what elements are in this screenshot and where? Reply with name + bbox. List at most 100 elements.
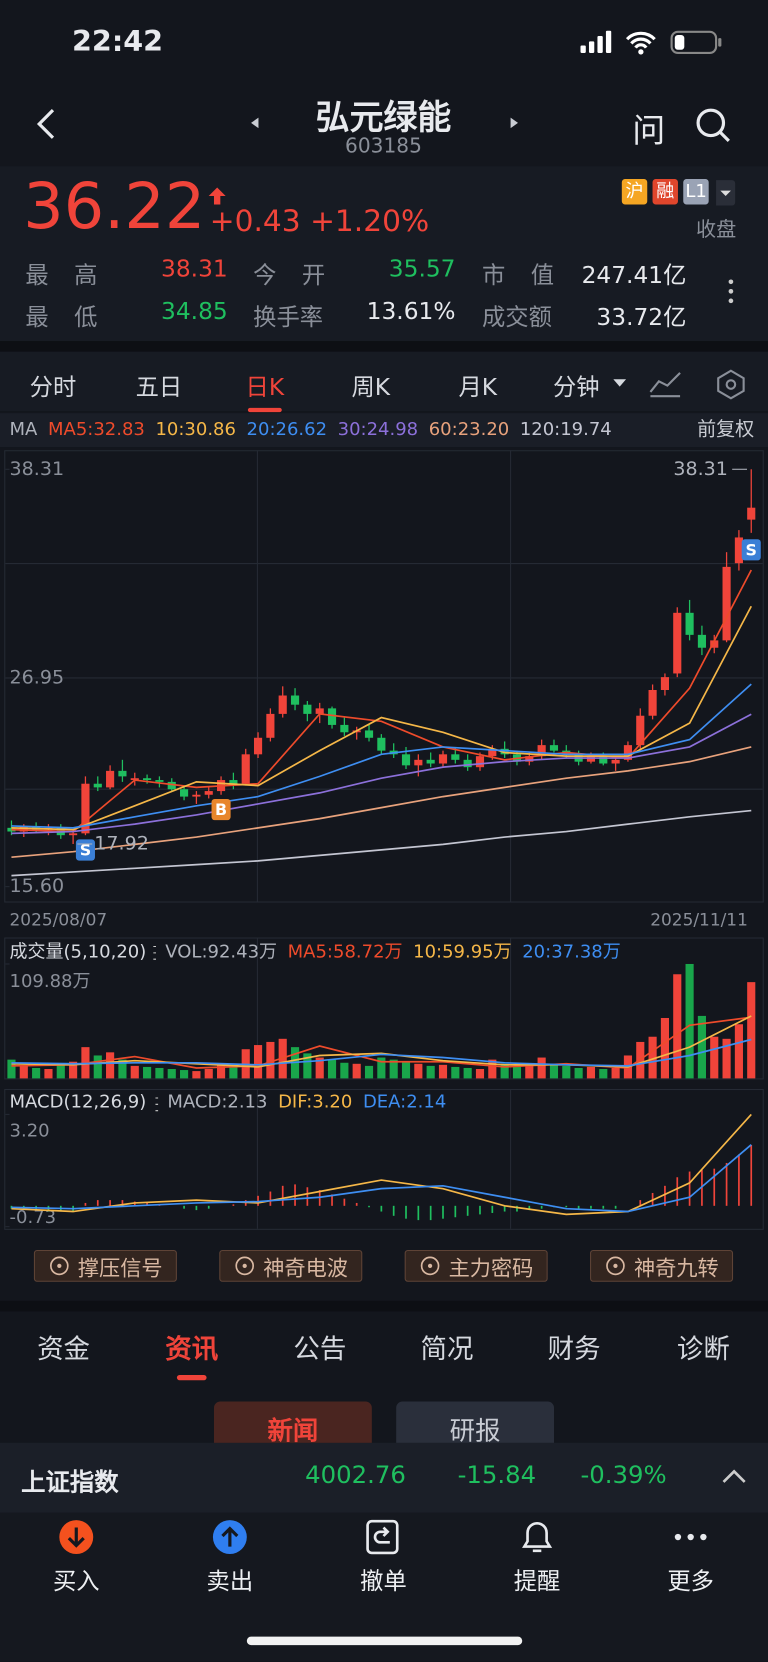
candle-body: [106, 770, 115, 788]
volume-bar: [537, 1057, 546, 1079]
tool-button[interactable]: 神奇九转: [590, 1249, 734, 1282]
badge-dropdown[interactable]: [716, 180, 736, 206]
info-tab[interactable]: 资金: [37, 1333, 91, 1365]
index-bar[interactable]: 上证指数 4002.76 -15.84 -0.39%: [0, 1442, 768, 1513]
tool-button[interactable]: 撑压信号: [33, 1249, 177, 1282]
volume-bar: [414, 1063, 423, 1079]
volume-bar: [167, 1069, 176, 1079]
y-tick-label: 109.88万: [10, 971, 91, 992]
tool-label: 撑压信号: [77, 1254, 163, 1281]
nav-label[interactable]: 撤单: [360, 1568, 407, 1596]
candle-body: [586, 756, 596, 762]
tool-icon: [234, 1256, 254, 1276]
adjust-mode: 前复权: [697, 419, 754, 441]
candle-body: [648, 689, 657, 716]
back-button[interactable]: [32, 106, 64, 142]
info-underline: [176, 1374, 207, 1381]
y-tick-label: 3.20: [10, 1120, 50, 1141]
candle-body: [315, 708, 324, 714]
low-label: 17.92: [94, 833, 149, 855]
info-tab[interactable]: 公告: [293, 1333, 347, 1365]
stat-value: 247.41亿: [581, 262, 687, 290]
volume-bar: [364, 1065, 374, 1079]
y-tick-label: 38.31: [10, 458, 65, 480]
badge: 融: [652, 179, 678, 205]
candle-body: [549, 745, 559, 751]
stat-value: 33.72亿: [596, 305, 687, 332]
ma-line: [11, 683, 752, 829]
candle-body: [327, 708, 337, 725]
period-tab[interactable]: 周K: [351, 374, 391, 402]
index-value: 4002.76: [305, 1461, 406, 1490]
tool-button[interactable]: 神奇电波: [219, 1249, 363, 1282]
stat-value: 38.31: [161, 256, 228, 283]
home-indicator: [246, 1636, 523, 1646]
caret: [613, 379, 627, 387]
macd-title: MACD(12,26,9): [10, 1092, 147, 1113]
tool-button[interactable]: 主力密码: [404, 1249, 548, 1282]
period-tab[interactable]: 分时: [29, 374, 77, 402]
volume-bar: [303, 1053, 312, 1079]
date-label: 2025/11/11: [650, 910, 748, 930]
volume-bar: [118, 1059, 127, 1079]
menu-dots: [153, 945, 159, 1112]
volume-bar: [488, 1059, 497, 1079]
nav-label[interactable]: 卖出: [206, 1568, 254, 1596]
volume-bar: [611, 1067, 620, 1079]
volume-bar: [685, 963, 694, 1079]
candle-body: [463, 759, 472, 768]
candle-body: [414, 759, 423, 766]
nav-label[interactable]: 更多: [667, 1568, 714, 1596]
period-bar: [0, 351, 768, 412]
candle-body: [278, 695, 287, 714]
candle-body: [660, 677, 670, 690]
info-tab[interactable]: 诊断: [676, 1333, 730, 1365]
volume-bar: [155, 1067, 164, 1079]
period-tab[interactable]: 五日: [135, 374, 183, 402]
stat-label: 最低: [25, 305, 123, 332]
candle-body: [303, 704, 312, 714]
nav-label[interactable]: 提醒: [513, 1568, 561, 1596]
volume-bar: [266, 1041, 275, 1079]
period-tab[interactable]: 日K: [245, 374, 285, 402]
volume-bar: [130, 1065, 139, 1079]
candle-body: [623, 745, 633, 760]
next-stock[interactable]: [506, 114, 521, 131]
volume-bar: [599, 1069, 608, 1079]
prev-stock[interactable]: [248, 114, 263, 131]
volume-ma-line: [11, 1015, 752, 1068]
y-tick-label: -0.73: [10, 1207, 57, 1228]
volume-bar: [648, 1036, 657, 1079]
volume-bar: [7, 1059, 16, 1079]
stat-label: 成交额: [481, 305, 552, 332]
signal-label: B: [215, 800, 227, 819]
volume-bar: [192, 1071, 201, 1079]
candle-body: [192, 794, 201, 797]
period-tab[interactable]: 分钟: [552, 374, 600, 402]
candle-body: [229, 780, 238, 784]
more-button[interactable]: [725, 278, 738, 306]
chart-tools[interactable]: [648, 369, 754, 401]
index-change: -15.84: [457, 1461, 537, 1490]
candle-body: [697, 634, 706, 648]
info-tab[interactable]: 简况: [420, 1333, 474, 1365]
expand-button[interactable]: [721, 1468, 746, 1485]
date-label: 2025/08/07: [10, 910, 108, 930]
ask-button[interactable]: 问: [632, 112, 666, 151]
info-tab[interactable]: 资讯: [165, 1333, 219, 1365]
search-button[interactable]: [694, 106, 732, 144]
stock-code: 603185: [345, 134, 422, 158]
candle-body: [611, 759, 620, 764]
volume-bar: [660, 1017, 670, 1079]
ma-line: [11, 809, 752, 877]
candle-body: [525, 756, 534, 762]
candle-body: [93, 783, 102, 788]
info-tab[interactable]: 财务: [547, 1333, 601, 1365]
nav-label[interactable]: 买入: [52, 1568, 100, 1596]
volume-bar: [56, 1063, 65, 1079]
volume-bar: [216, 1063, 226, 1079]
candle-body: [155, 780, 164, 782]
volume-bar: [438, 1064, 448, 1079]
volume-bar: [253, 1045, 263, 1079]
period-tab[interactable]: 月K: [458, 374, 498, 402]
